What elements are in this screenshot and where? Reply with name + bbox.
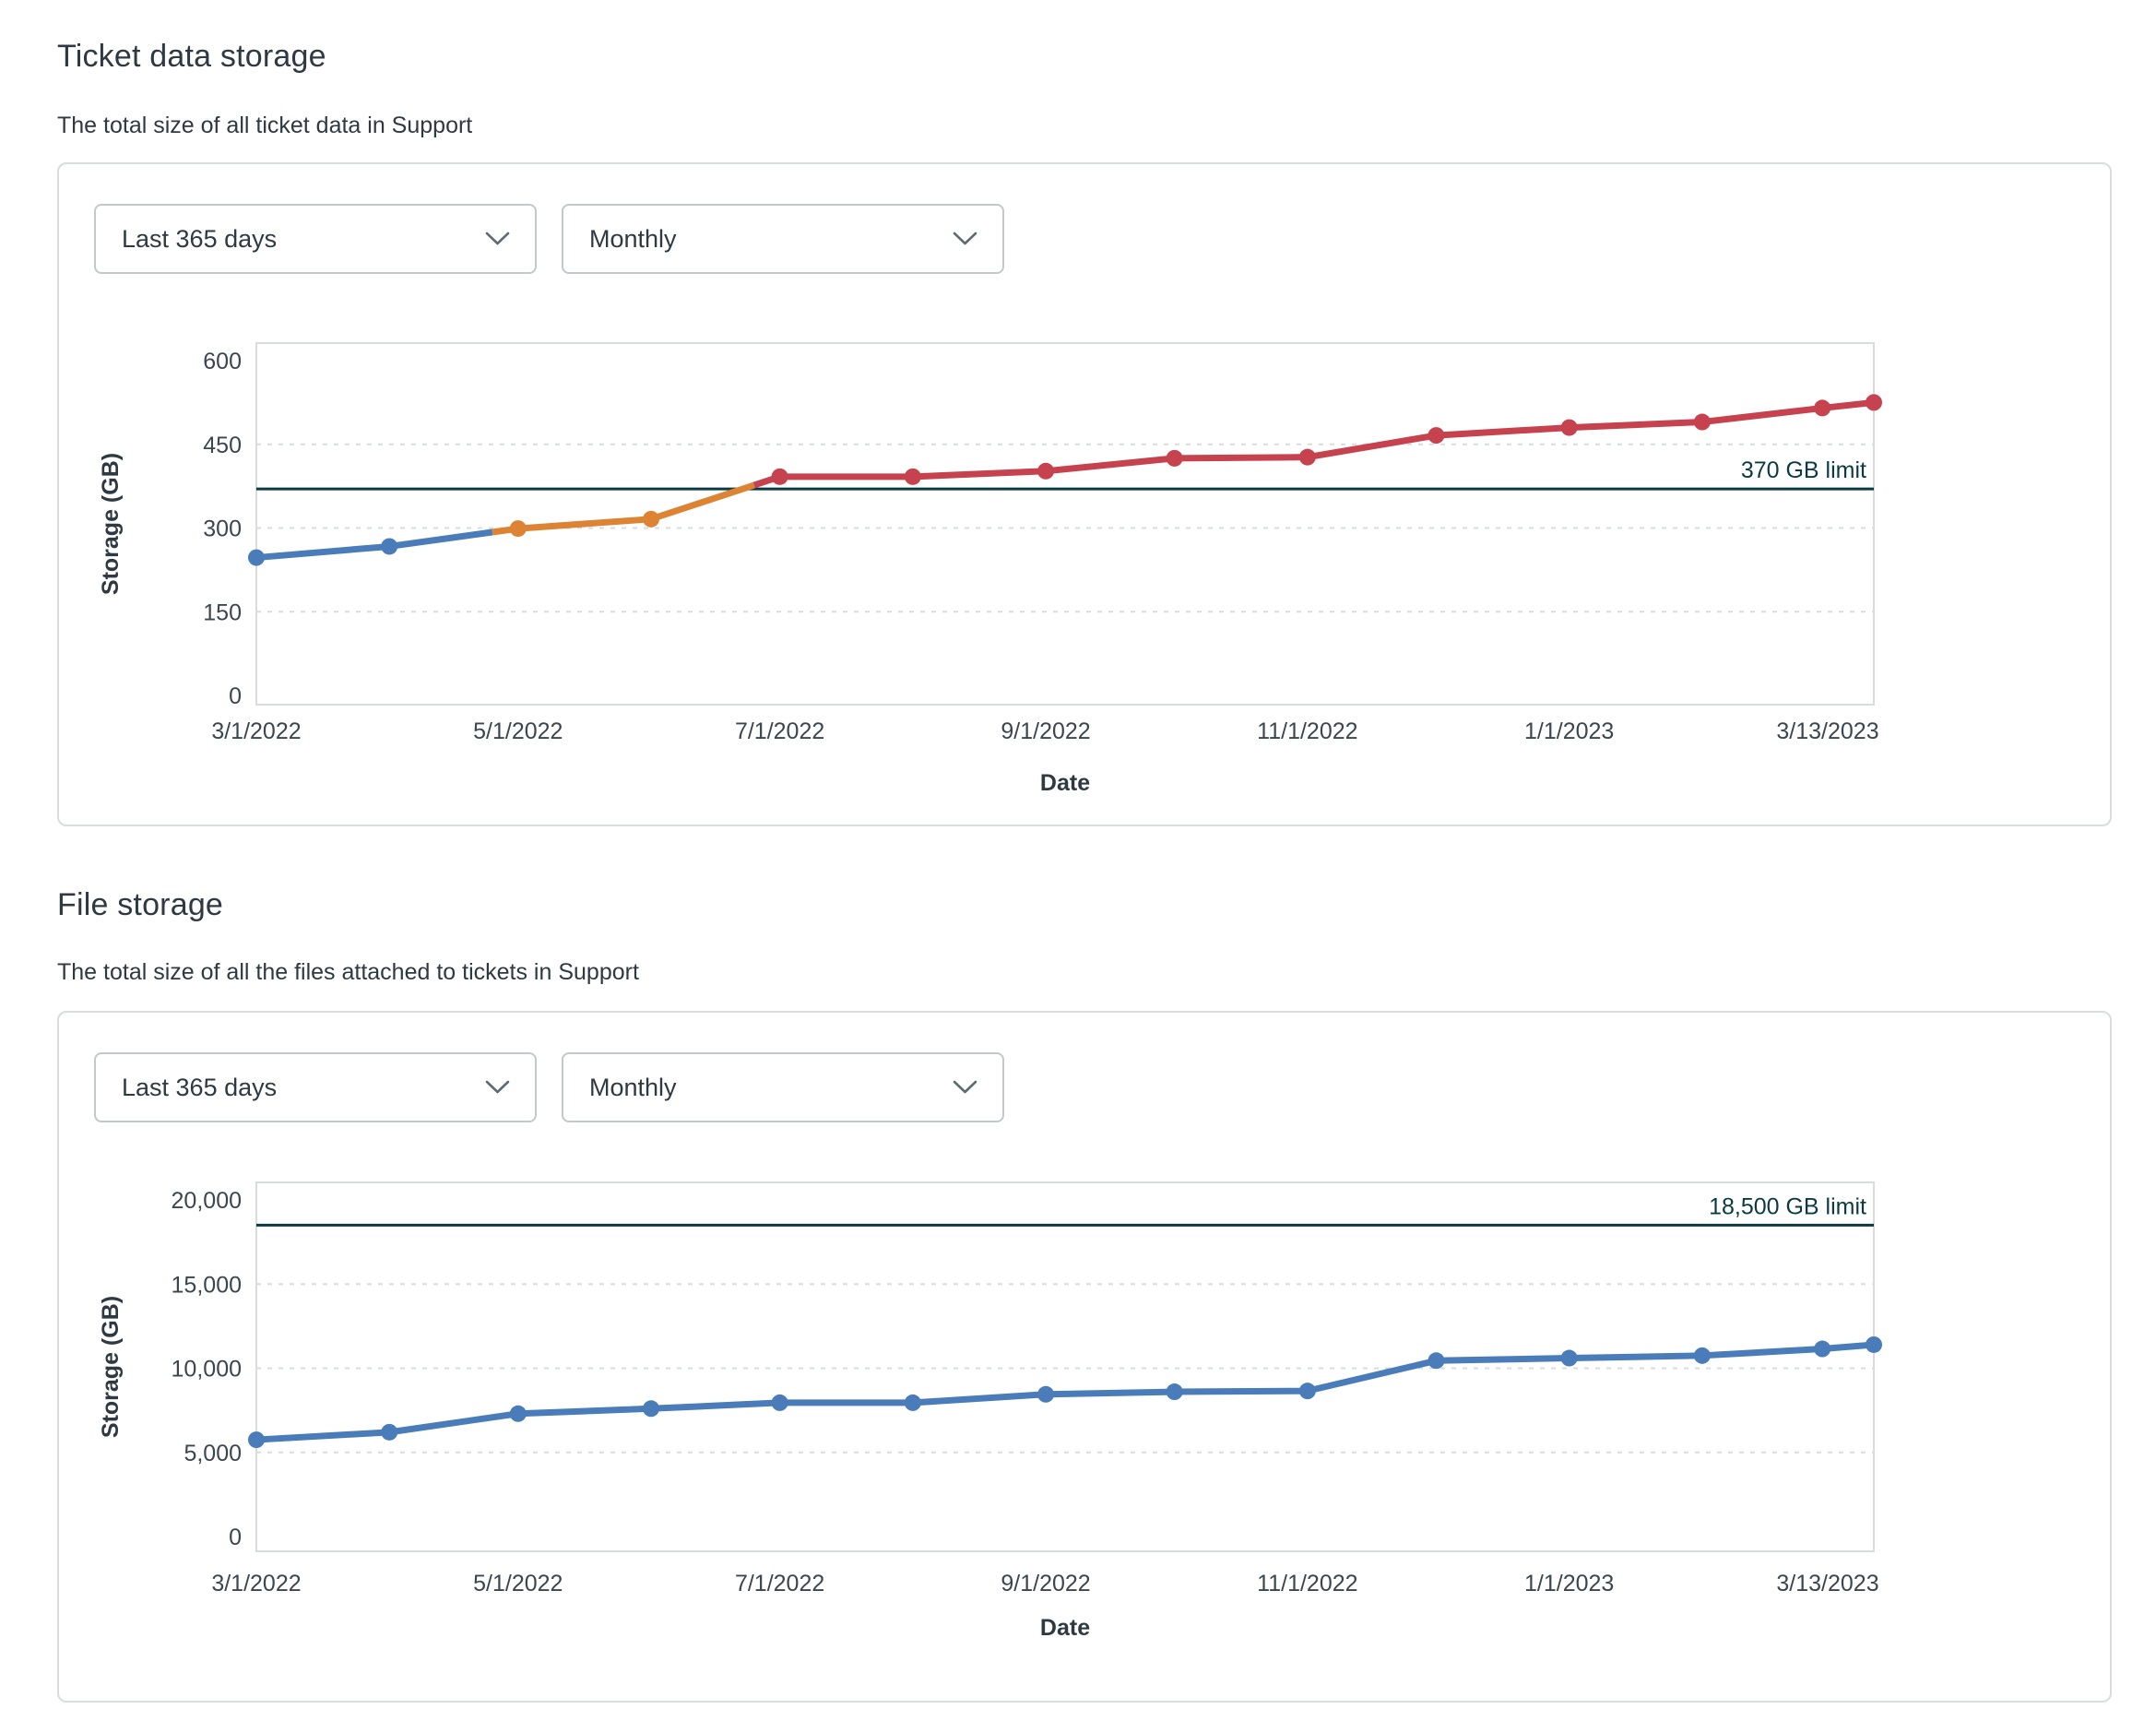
x-tick-label: 3/1/2022 (211, 1571, 301, 1596)
file-storage-chart[interactable]: 20,000 15,000 10,000 5,000 0 18,500 GB limit 3… (59, 1013, 2110, 1701)
time-range-select[interactable]: Last 365 days (94, 1052, 537, 1122)
data-point[interactable] (1298, 1383, 1316, 1400)
x-tick-label: 9/1/2022 (1001, 1571, 1090, 1596)
x-tick-label: 7/1/2022 (735, 718, 824, 744)
x-tick-label: 3/13/2023 (1776, 718, 1878, 744)
x-tick-label: 7/1/2022 (735, 1571, 824, 1596)
data-point[interactable] (1037, 462, 1055, 480)
plot-border (255, 1181, 1875, 1552)
y-tick-label: 450 (203, 433, 242, 458)
data-point[interactable] (381, 1423, 398, 1441)
data-point[interactable] (771, 1394, 788, 1411)
granularity-value: Monthly (589, 1073, 677, 1101)
x-tick-label: 9/1/2022 (1001, 718, 1090, 744)
y-tick-label: 10,000 (172, 1357, 242, 1383)
y-axis-title: Storage (GB) (98, 1296, 124, 1438)
y-tick-label: 150 (203, 599, 242, 625)
x-tick-label: 11/1/2022 (1257, 718, 1357, 744)
granularity-select[interactable]: Monthly (562, 204, 1004, 274)
data-point[interactable] (1693, 413, 1711, 431)
x-tick-label: 5/1/2022 (473, 718, 563, 744)
time-range-value: Last 365 days (122, 1073, 278, 1101)
time-range-value: Last 365 days (122, 224, 278, 253)
data-point[interactable] (1037, 1385, 1055, 1403)
x-tick-label: 3/1/2022 (211, 718, 301, 744)
data-point[interactable] (1560, 1349, 1578, 1367)
y-tick-label: 5,000 (184, 1441, 242, 1466)
y-axis-title: Storage (GB) (98, 453, 124, 595)
x-axis-title: Date (1040, 1615, 1090, 1641)
x-axis-title: Date (1040, 770, 1090, 796)
x-tick-label: 11/1/2022 (1257, 1571, 1357, 1596)
x-tick-label: 1/1/2023 (1524, 1571, 1614, 1596)
y-tick-label: 0 (229, 1525, 242, 1550)
y-tick-label: 20,000 (172, 1188, 242, 1214)
data-point[interactable] (1166, 449, 1183, 467)
file-storage-subtitle: The total size of all the files attached… (57, 959, 639, 985)
limit-label: 18,500 GB limit (1709, 1193, 1866, 1219)
data-point[interactable] (1427, 427, 1445, 445)
series-line (255, 1341, 1875, 1443)
file-storage-title: File storage (57, 887, 224, 922)
x-tick-label: 3/13/2023 (1776, 1571, 1878, 1596)
ticket-data-storage-panel: 600 450 300 150 0 370 GB limit 3/1/2022 5/1/202… (57, 162, 2112, 826)
limit-label: 370 GB limit (1741, 457, 1866, 483)
data-point[interactable] (509, 1405, 527, 1422)
data-point[interactable] (1298, 448, 1316, 466)
data-point[interactable] (643, 1400, 660, 1418)
x-tick-label: 1/1/2023 (1524, 718, 1614, 744)
chevron-down-icon (485, 1080, 510, 1094)
data-point[interactable] (771, 468, 788, 485)
ticket-data-storage-chart[interactable]: 600 450 300 150 0 370 GB limit 3/1/2022 5/1/202… (59, 164, 2110, 825)
chevron-down-icon (485, 231, 510, 245)
data-point[interactable] (1427, 1352, 1445, 1370)
ticket-chart-controls: Last 365 days Monthly (94, 204, 1004, 274)
granularity-select[interactable]: Monthly (562, 1052, 1004, 1122)
file-chart-controls: Last 365 days Monthly (94, 1052, 1004, 1122)
data-point[interactable] (1560, 419, 1578, 436)
data-point[interactable] (643, 510, 660, 528)
chevron-down-icon (953, 1080, 977, 1094)
data-point[interactable] (1693, 1347, 1711, 1364)
data-point[interactable] (1866, 394, 1882, 411)
data-point[interactable] (1814, 1340, 1831, 1358)
granularity-value: Monthly (589, 224, 677, 253)
data-point[interactable] (904, 1394, 921, 1411)
data-point[interactable] (381, 538, 398, 555)
series-line (492, 481, 755, 536)
data-point[interactable] (248, 549, 265, 566)
plot-border (255, 342, 1875, 706)
y-tick-label: 600 (203, 349, 242, 374)
ticket-data-storage-subtitle: The total size of all ticket data in Sup… (57, 113, 473, 138)
y-tick-label: 15,000 (172, 1272, 242, 1298)
ticket-data-storage-title: Ticket data storage (57, 39, 326, 74)
data-point[interactable] (1866, 1335, 1882, 1353)
data-point[interactable] (1166, 1383, 1183, 1401)
y-tick-label: 300 (203, 516, 242, 542)
chevron-down-icon (953, 231, 977, 245)
y-tick-label: 0 (229, 683, 242, 709)
file-storage-panel: 20,000 15,000 10,000 5,000 0 18,500 GB limit 3… (57, 1011, 2112, 1703)
time-range-select[interactable]: Last 365 days (94, 204, 537, 274)
series-line (255, 528, 493, 562)
data-point[interactable] (509, 520, 527, 538)
data-point[interactable] (248, 1431, 265, 1449)
x-tick-label: 5/1/2022 (473, 1571, 563, 1596)
data-point[interactable] (904, 468, 921, 485)
data-point[interactable] (1814, 399, 1831, 417)
